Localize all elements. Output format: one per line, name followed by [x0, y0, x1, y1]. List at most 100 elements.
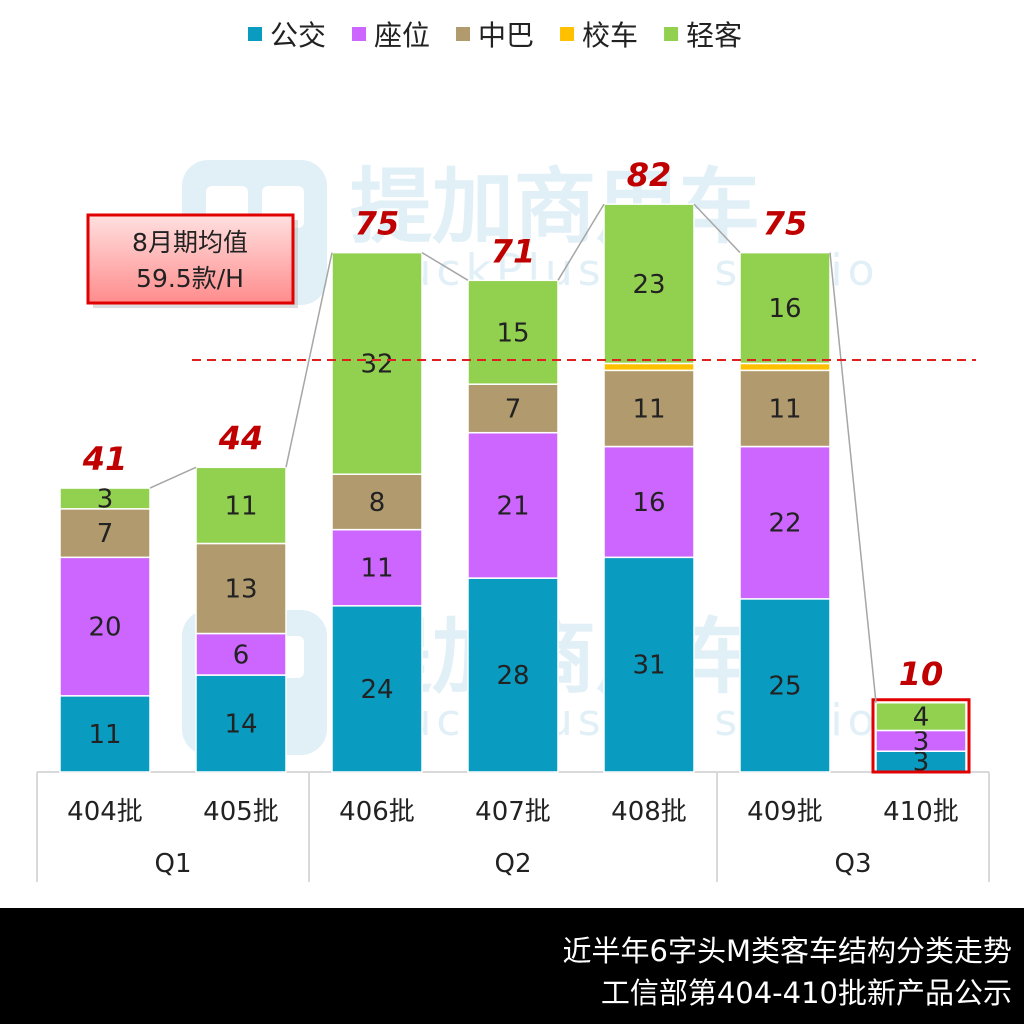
bar-segment	[603, 445, 695, 559]
watermark-logo-text: 提加商用车	[350, 160, 760, 255]
data-label: 28	[496, 661, 529, 691]
data-label: 11	[768, 394, 801, 424]
caption-title: 近半年6字头M类客车结构分类走势	[562, 934, 1012, 968]
bar-segment	[603, 362, 695, 372]
bar-segment	[331, 473, 423, 531]
legend-label: 座位	[374, 19, 430, 52]
legend-item: 轻客	[664, 19, 742, 52]
total-label: 44	[218, 419, 264, 457]
bar-stack: 11 20 7 3 41	[59, 440, 151, 773]
bar-segment	[603, 369, 695, 448]
legend-swatch	[560, 27, 575, 41]
data-label: 25	[768, 671, 801, 701]
bar-segment	[467, 577, 559, 773]
legend: 公交 座位 中巴 校车 轻客	[248, 19, 742, 52]
category-axis: 404批 405批 406批 407批 408批 409批 410批 Q1 Q2 Q3	[36, 771, 990, 882]
legend-item: 校车	[560, 19, 638, 52]
total-label: 82	[627, 156, 672, 194]
bar-segment	[331, 528, 423, 607]
data-label: 11	[88, 720, 121, 750]
bar-segment	[739, 369, 831, 448]
bar-segment	[59, 556, 151, 697]
group-label: Q2	[494, 849, 531, 879]
data-label: 7	[97, 519, 114, 549]
connector-line	[285, 252, 333, 468]
highlight-box	[871, 698, 971, 774]
bar-segment	[467, 431, 559, 579]
average-annotation: 8月期均值 59.5款/H	[86, 213, 298, 308]
total-label: 75	[763, 205, 808, 243]
legend-swatch	[456, 27, 471, 41]
bar-segment	[195, 466, 287, 545]
legend-swatch	[664, 27, 679, 41]
data-label: 16	[768, 294, 801, 324]
overlays: 8月期均值 59.5款/H	[86, 213, 976, 361]
bar-segment	[195, 542, 287, 635]
bar-segment	[467, 383, 559, 434]
bar-stack: 14 6 13 11 44	[195, 419, 287, 773]
legend-swatch	[248, 27, 262, 41]
total-label: 71	[491, 232, 536, 270]
category-label: 406批	[339, 797, 415, 827]
category-label: 410批	[883, 797, 959, 827]
legend-label: 公交	[270, 19, 326, 52]
bars: 11 20 7 3 41 14 6 13 11 44 24 11 8 32 75 28 21 7 15 71 31 16 1…	[59, 156, 971, 778]
legend-item: 中巴	[456, 19, 534, 52]
bar-segment	[603, 203, 695, 365]
data-label: 8	[369, 488, 386, 518]
bar-segment	[739, 362, 831, 372]
data-label: 14	[224, 710, 257, 740]
bar-segment	[875, 702, 967, 732]
bar-segment	[195, 632, 287, 676]
bar-segment	[467, 279, 559, 385]
bar-segment	[59, 508, 151, 559]
data-label: 20	[88, 613, 121, 643]
annotation-line1: 8月期均值	[132, 228, 248, 257]
total-connectors	[149, 203, 877, 703]
bar-segment	[603, 556, 695, 773]
connector-line	[149, 466, 197, 489]
legend-label: 校车	[582, 19, 638, 52]
data-label: 16	[632, 488, 665, 518]
data-label: 3	[913, 748, 930, 778]
category-label: 405批	[203, 797, 279, 827]
total-label: 41	[82, 440, 128, 478]
legend-label: 轻客	[686, 19, 742, 52]
data-label: 3	[97, 484, 114, 514]
legend-item: 公交	[248, 19, 326, 52]
data-label: 13	[224, 574, 257, 604]
data-label: 11	[632, 394, 665, 424]
category-label: 404批	[67, 797, 143, 827]
bar-segment	[739, 445, 831, 600]
data-label: 22	[768, 509, 801, 539]
data-label: 24	[360, 675, 393, 705]
category-label: 409批	[747, 797, 823, 827]
bar-segment	[739, 598, 831, 773]
data-label: 23	[632, 270, 665, 300]
bar-stack: 24 11 8 32 75	[331, 205, 423, 773]
bar-segment	[195, 674, 287, 773]
data-label: 6	[233, 640, 250, 670]
caption-bar: 近半年6字头M类客车结构分类走势 工信部第404-410批新产品公示	[0, 908, 1024, 1024]
bar-segment	[59, 695, 151, 773]
legend-swatch	[352, 27, 367, 41]
total-label: 10	[899, 655, 944, 693]
connector-line	[557, 203, 605, 281]
connector-line	[829, 252, 877, 703]
data-label: 11	[224, 491, 257, 521]
legend-label: 中巴	[478, 19, 534, 52]
annotation-line2: 59.5款/H	[136, 264, 244, 293]
legend-item: 座位	[352, 19, 430, 52]
group-label: Q3	[834, 849, 871, 879]
data-label: 31	[632, 651, 665, 681]
bar-segment	[739, 251, 831, 365]
bar-segment	[59, 487, 151, 510]
data-label: 15	[496, 318, 529, 348]
category-label: 407批	[475, 797, 551, 827]
connector-line	[693, 203, 741, 254]
bar-stack: 31 16 11 23 82	[603, 156, 695, 773]
data-label: 3	[913, 727, 930, 757]
bar-stack: 25 22 11 16 75	[739, 205, 831, 773]
